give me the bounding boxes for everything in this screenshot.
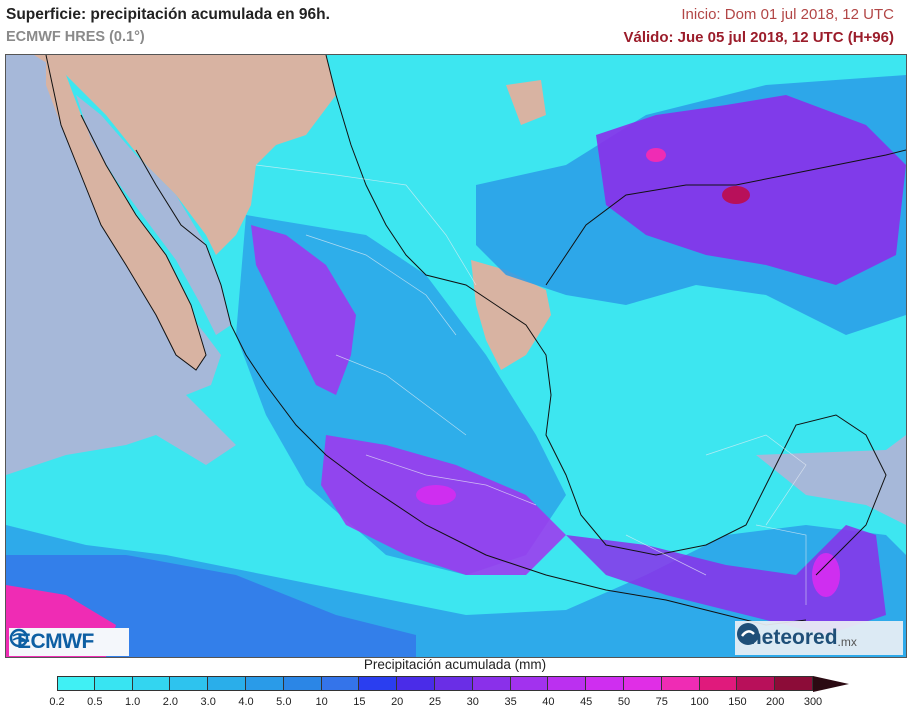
dry-caribbean [756, 435, 906, 525]
colorbar-tick-label: 5.0 [276, 696, 292, 708]
heavy-rain-gulf-coast [596, 95, 906, 285]
colorbar-tick-label: 75 [655, 696, 668, 708]
extreme-rain-louisiana [722, 186, 750, 204]
meteored-logo: meteored .mx [735, 621, 903, 655]
ecmwf-logo: ECMWF [9, 628, 129, 656]
extreme-rain-guerrero [416, 485, 456, 505]
coastlines [45, 55, 906, 626]
colorbar-tick-label: 4.0 [238, 696, 254, 708]
dry-baja [46, 55, 206, 370]
colorbar-segment [359, 676, 398, 691]
colorbar-overflow-arrow [812, 675, 849, 692]
colorbar-segment [170, 676, 209, 691]
init-time: Inicio: Dom 01 jul 2018, 12 UTC [681, 6, 894, 23]
heavy-rain-sierra-madre [251, 225, 356, 395]
colorbar-segment [132, 676, 171, 691]
colorbar-tick-label: 2.0 [162, 696, 179, 708]
state-borders [255, 164, 807, 605]
colorbar-segment [775, 676, 813, 691]
dry-land-north [34, 55, 336, 255]
colorbar-tick-label: 0.2 [49, 696, 65, 708]
colorbar-tick-label: 100 [690, 696, 709, 708]
colorbar-segment [321, 676, 360, 691]
colorbar-tick-label: 30 [466, 696, 479, 708]
dry-pacific-sea [6, 55, 236, 475]
colorbar-segment [94, 676, 133, 691]
colorbar-tick-label: 1.0 [124, 696, 141, 708]
colorbar-tick-label: 20 [391, 696, 404, 708]
colorbar-segment [397, 676, 435, 691]
colorbar-segment [661, 676, 700, 691]
ecmwf-symbol-icon [9, 628, 29, 648]
meteored-symbol-icon [737, 623, 759, 645]
heavy-rain-southwest [321, 435, 566, 575]
colorbar-segment [245, 676, 284, 691]
colorbar-segment [434, 676, 473, 691]
colorbar-segment [472, 676, 511, 691]
valid-time: Válido: Jue 05 jul 2018, 12 UTC (H+96) [623, 29, 894, 46]
map-canvas [6, 55, 906, 657]
colorbar-segment [510, 676, 549, 691]
colorbar-tick-label: 200 [766, 696, 785, 708]
colorbar-tick-label: 50 [617, 696, 631, 708]
colorbar [57, 675, 849, 692]
extreme-rain-guatemala [812, 553, 840, 597]
meteored-logo-suffix: .mx [837, 635, 857, 649]
ecmwf-logo-text: ECMWF [17, 630, 94, 653]
colorbar-ticks: 0.2 0.5 1.0 2.0 3.0 4.0 5.0 10 15 20 25 30 35 40 45 50 7… [0, 696, 910, 710]
colorbar-tick-label: 40 [542, 696, 555, 708]
gulf-of-california [76, 95, 231, 335]
colorbar-segment [57, 676, 95, 691]
colorbar-segment [208, 676, 246, 691]
colorbar-segment [737, 676, 776, 691]
colorbar-segment [586, 676, 624, 691]
colorbar-tick-label: 150 [728, 696, 747, 708]
colorbar-tick-label: 0.5 [87, 696, 103, 708]
colorbar-tick-label: 45 [580, 696, 593, 708]
meteored-logo-text: meteored [743, 626, 838, 649]
colorbar-tick-label: 3.0 [200, 696, 216, 708]
dry-north-patch [506, 80, 546, 125]
extreme-rain-gulf-spot [646, 148, 666, 162]
colorbar-tick-label: 35 [504, 696, 517, 708]
colorbar-segment [283, 676, 322, 691]
colorbar-tick-label: 300 [803, 696, 823, 708]
colorbar-tick-label: 10 [315, 696, 328, 708]
colorbar-tick-label: 15 [353, 696, 366, 708]
colorbar-segment [699, 676, 738, 691]
map-title: Superficie: precipitación acumulada en 9… [6, 6, 330, 23]
precipitation-map: ECMWF meteored .mx [5, 54, 907, 658]
colorbar-segment [548, 676, 587, 691]
colorbar-segment [623, 676, 662, 691]
legend-title: Precipitación acumulada (mm) [363, 657, 547, 672]
colorbar-tick-label: 25 [428, 696, 442, 708]
model-subtitle: ECMWF HRES (0.1°) [6, 29, 145, 45]
